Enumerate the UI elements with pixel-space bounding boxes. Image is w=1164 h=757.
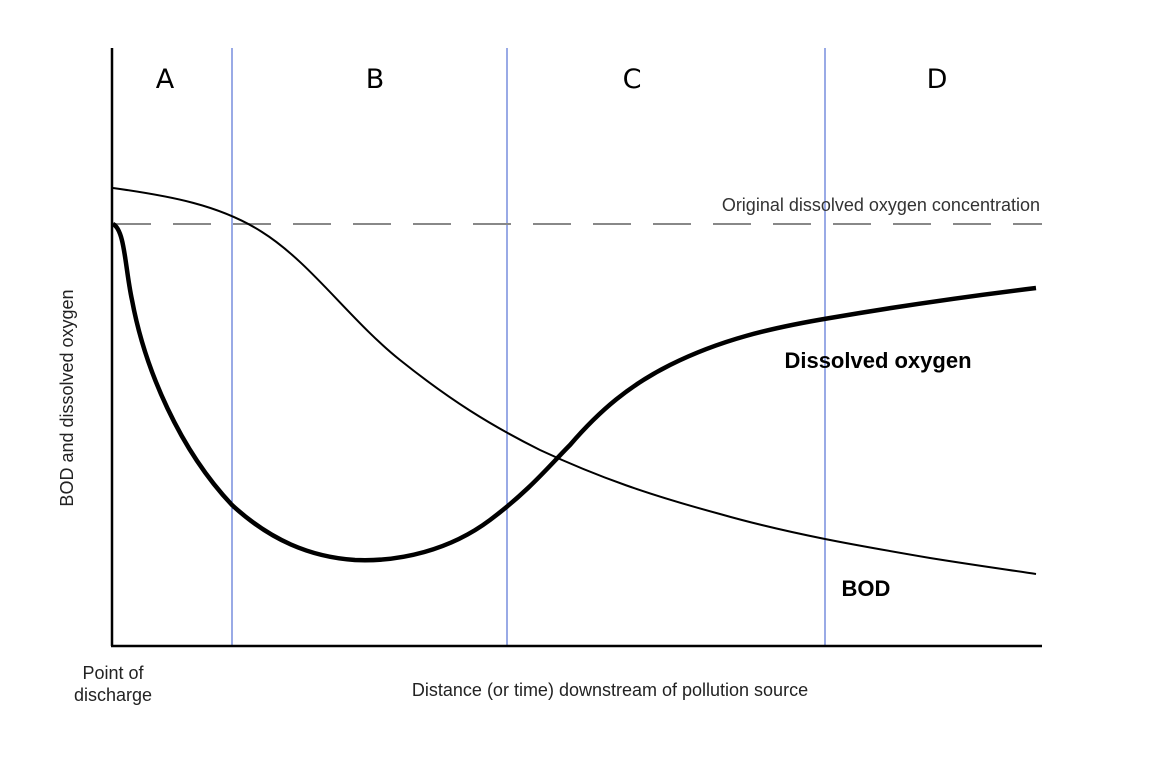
x-axis-label: Distance (or time) downstream of polluti…: [412, 680, 808, 700]
y-axis-label: BOD and dissolved oxygen: [57, 289, 77, 506]
original-do-reference-label: Original dissolved oxygen concentration: [722, 195, 1040, 215]
origin-label-line-1: Point of: [82, 663, 144, 683]
dissolved-oxygen-label: Dissolved oxygen: [784, 348, 971, 373]
origin-label-line-2: discharge: [74, 685, 152, 705]
dissolved-oxygen-curve: [111, 221, 1037, 563]
zone-label-c: C: [623, 64, 642, 95]
zone-label-a: A: [156, 64, 175, 95]
bod-curve: [112, 187, 1037, 575]
zone-label-b: B: [366, 64, 385, 95]
bod-label: BOD: [842, 576, 891, 601]
zone-label-d: D: [927, 64, 948, 95]
